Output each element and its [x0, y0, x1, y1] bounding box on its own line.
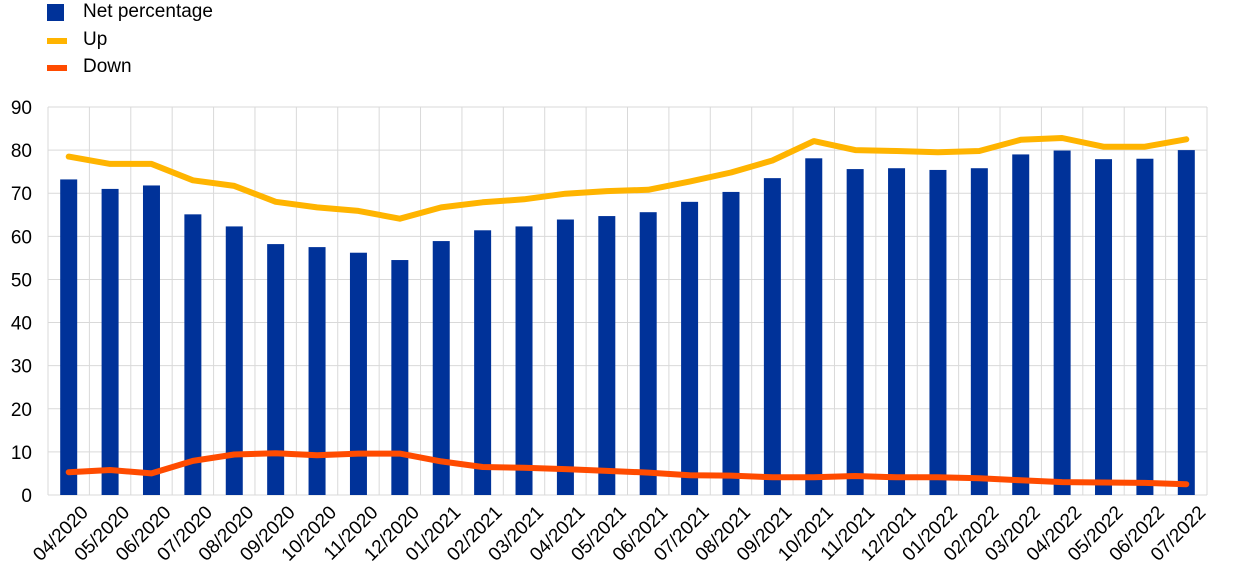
y-tick-label: 90 [11, 98, 32, 119]
bar-net-02-2021 [474, 230, 492, 495]
bar-net-06-2022 [1136, 158, 1154, 495]
bar-net-09-2021 [763, 178, 781, 495]
legend-label-up: Up [83, 28, 108, 50]
bar-net-05-2022 [1095, 159, 1113, 496]
bar-net-05-2020 [101, 188, 119, 495]
x-axis-ticks: 04/202005/202006/202007/202008/202009/20… [29, 502, 1210, 565]
y-axis-ticks: 0 10 20 30 40 50 60 70 80 90 [11, 98, 32, 507]
legend-label-net: Net percentage [83, 1, 213, 22]
bar-net-11-2020 [349, 252, 367, 495]
bar-net-07-2022 [1177, 150, 1195, 495]
bar-net-01-2022 [929, 169, 947, 496]
y-tick-label: 50 [11, 270, 32, 291]
legend-swatch-down [47, 65, 67, 71]
line-layer [65, 135, 1190, 488]
bar-net-08-2020 [225, 226, 243, 495]
bar-net-04-2020 [60, 179, 78, 495]
bar-net-05-2021 [598, 216, 616, 495]
y-tick-label: 0 [21, 486, 32, 507]
y-tick-label: 20 [11, 400, 32, 421]
y-tick-label: 70 [11, 184, 32, 205]
bar-net-07-2021 [681, 201, 699, 495]
bar-net-03-2021 [515, 226, 533, 495]
bar-net-04-2022 [1053, 150, 1071, 495]
y-tick-label: 10 [11, 443, 32, 464]
series-line-down [65, 450, 1190, 488]
bar-net-08-2021 [722, 191, 740, 495]
bar-net-10-2020 [308, 247, 326, 495]
grid-layer [47, 106, 1208, 496]
legend-swatch-up [47, 37, 67, 44]
bar-net-04-2021 [556, 219, 574, 495]
bar-net-06-2020 [142, 185, 160, 495]
series-line-up [65, 135, 1190, 222]
bar-net-10-2021 [805, 158, 823, 495]
y-tick-label: 60 [11, 227, 32, 248]
legend-swatch-net [47, 4, 64, 21]
bar-net-09-2020 [267, 244, 285, 495]
y-tick-label: 30 [11, 357, 32, 378]
legend-label-down: Down [83, 56, 132, 77]
bar-net-03-2022 [1012, 154, 1030, 495]
bar-layer [60, 150, 1195, 496]
y-tick-label: 40 [11, 314, 32, 335]
y-tick-label: 80 [11, 141, 32, 162]
bar-net-01-2021 [432, 241, 450, 495]
bar-net-12-2021 [888, 168, 906, 495]
bar-net-02-2022 [970, 168, 988, 495]
bar-net-12-2020 [391, 260, 409, 495]
bar-net-07-2020 [184, 214, 202, 495]
bar-net-06-2021 [639, 212, 657, 496]
bar-net-11-2021 [846, 169, 864, 495]
